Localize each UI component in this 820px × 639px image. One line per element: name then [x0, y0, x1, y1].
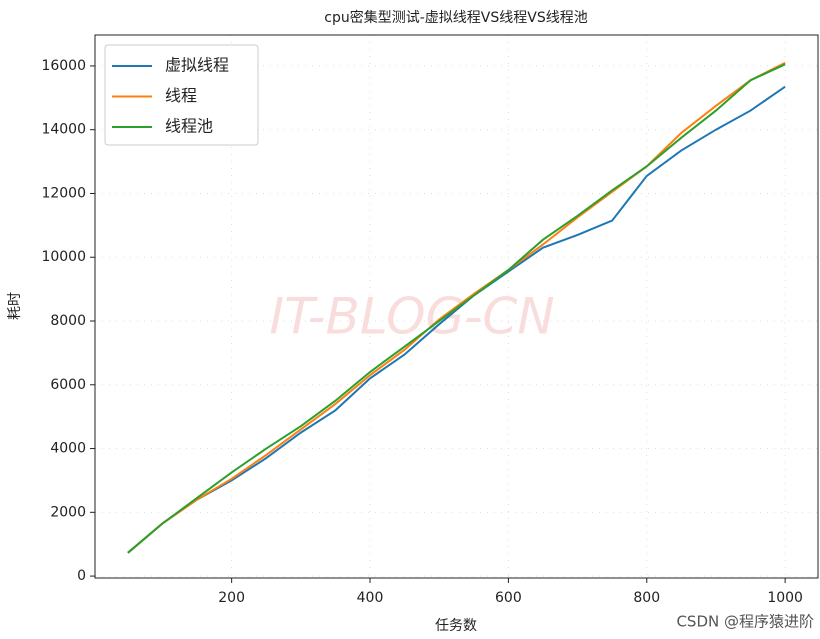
- plot-frame: [94, 34, 819, 579]
- x-tick-label: 800: [633, 590, 660, 606]
- legend-box: [104, 44, 259, 146]
- y-tick-label: 12000: [41, 185, 86, 201]
- legend-label: 线程池: [165, 117, 213, 136]
- x-tick-label: 600: [495, 590, 522, 606]
- x-tick-label: 1000: [767, 590, 803, 606]
- y-tick-label: 6000: [50, 377, 86, 393]
- y-tick-label: 2000: [50, 504, 86, 520]
- chart-title: cpu密集型测试-虚拟线程VS线程VS线程池: [324, 9, 587, 26]
- y-tick-label: 10000: [41, 249, 86, 265]
- x-tick-label: 200: [218, 590, 245, 606]
- legend-label: 线程: [165, 86, 197, 105]
- y-tick-label: 0: [77, 568, 86, 584]
- line-series: [127, 85, 786, 554]
- credit: CSDN @程序猿进阶: [676, 613, 814, 631]
- x-axis-label: 任务数: [435, 618, 477, 634]
- line-series: [127, 61, 786, 554]
- y-axis-label: 耗时: [7, 292, 23, 320]
- y-tick-label: 14000: [41, 122, 86, 138]
- legend-label: 虚拟线程: [165, 56, 229, 75]
- line-series: [127, 63, 786, 554]
- y-tick-label: 16000: [41, 58, 86, 74]
- y-tick-label: 8000: [50, 313, 86, 329]
- x-tick-label: 400: [357, 590, 384, 606]
- watermark: IT-BLOG-CN: [269, 288, 554, 346]
- y-tick-label: 4000: [50, 441, 86, 457]
